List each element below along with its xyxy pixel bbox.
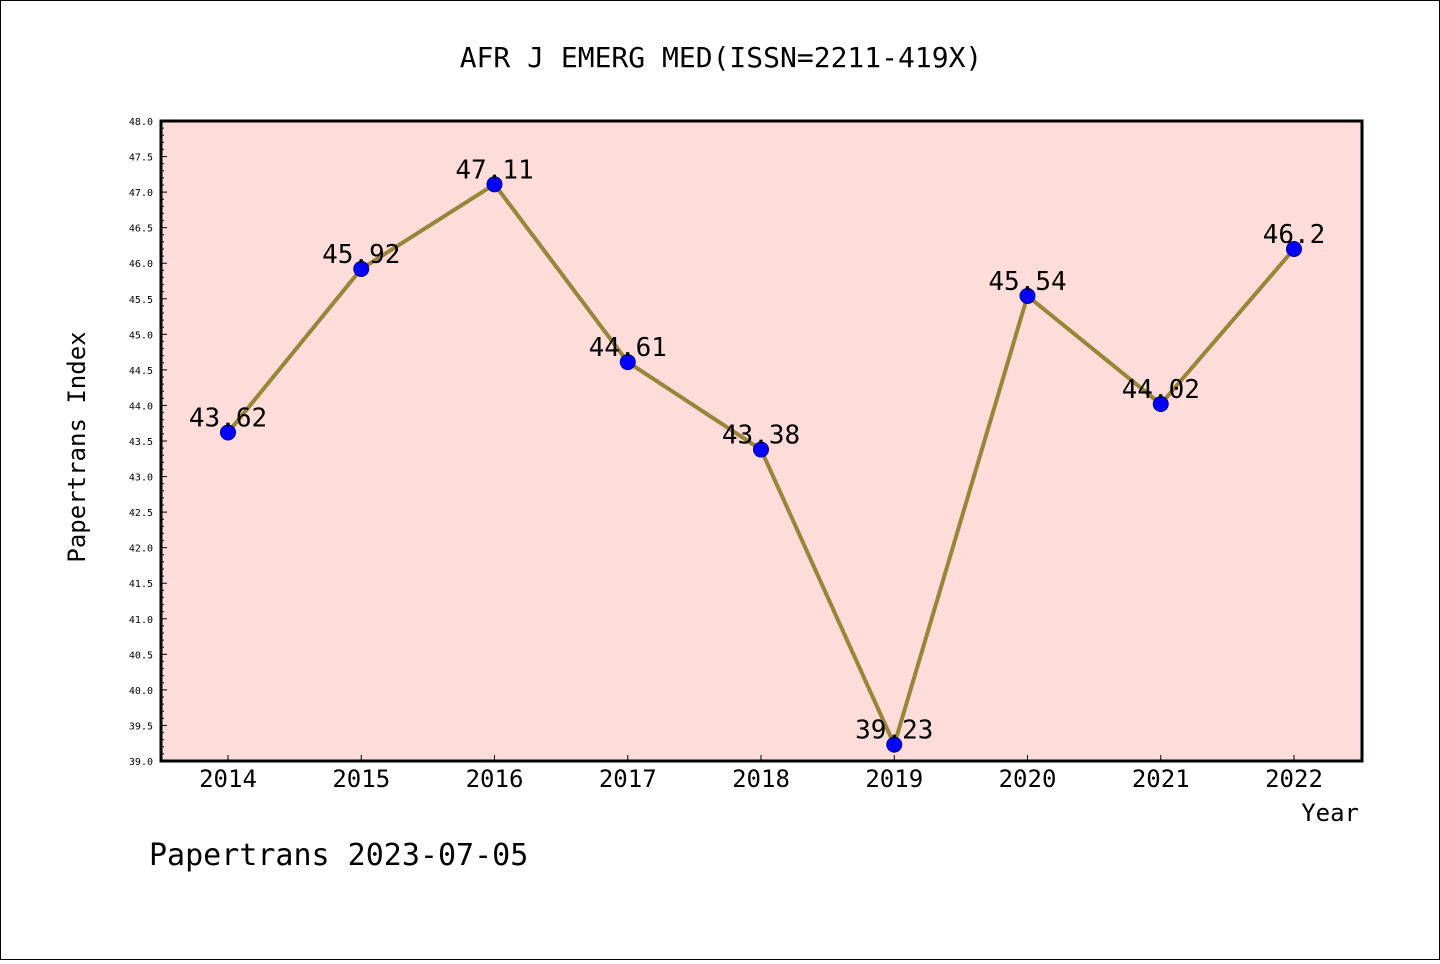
y-axis-label: Papertrans Index	[63, 331, 91, 562]
y-tick-label: 42.5	[129, 508, 153, 519]
x-axis-label: Year	[1301, 799, 1359, 827]
x-tick-label: 2018	[732, 765, 790, 793]
y-tick-label: 47.5	[129, 153, 153, 164]
y-tick-label: 45.0	[129, 330, 153, 341]
data-label: 39.23	[855, 716, 933, 746]
y-tick-label: 39.0	[129, 757, 153, 768]
data-label: 44.61	[589, 333, 667, 363]
x-tick-label: 2022	[1265, 765, 1323, 793]
x-tick-label: 2020	[999, 765, 1057, 793]
data-label: 43.38	[722, 421, 800, 451]
data-label: 46.2	[1263, 220, 1326, 250]
y-tick-label: 39.5	[129, 721, 153, 732]
x-tick-label: 2017	[599, 765, 657, 793]
chart-title: AFR J EMERG MED(ISSN=2211-419X)	[460, 41, 983, 74]
y-tick-label: 43.0	[129, 473, 153, 484]
y-tick-label: 42.0	[129, 544, 153, 555]
y-tick-label: 40.5	[129, 650, 153, 661]
y-tick-label: 46.5	[129, 224, 153, 235]
y-tick-label: 41.5	[129, 579, 153, 590]
x-tick-label: 2015	[332, 765, 390, 793]
data-label: 47.11	[455, 155, 533, 185]
y-tick-label: 47.0	[129, 188, 153, 199]
data-label: 44.02	[1122, 375, 1200, 405]
y-tick-label: 41.0	[129, 615, 153, 626]
y-tick-label: 44.5	[129, 366, 153, 377]
y-tick-label: 46.0	[129, 259, 153, 270]
y-tick-label: 43.5	[129, 437, 153, 448]
y-tick-label: 40.0	[129, 686, 153, 697]
x-tick-label: 2014	[199, 765, 257, 793]
y-tick-label: 44.0	[129, 401, 153, 412]
y-tick-label: 45.5	[129, 295, 153, 306]
x-tick-label: 2021	[1132, 765, 1190, 793]
x-tick-label: 2016	[466, 765, 524, 793]
data-label: 45.54	[988, 267, 1066, 297]
data-label: 45.92	[322, 240, 400, 270]
x-tick-label: 2019	[865, 765, 923, 793]
data-label: 43.62	[189, 403, 267, 433]
y-tick-label: 48.0	[129, 117, 153, 128]
footer-text: Papertrans 2023-07-05	[149, 838, 528, 873]
